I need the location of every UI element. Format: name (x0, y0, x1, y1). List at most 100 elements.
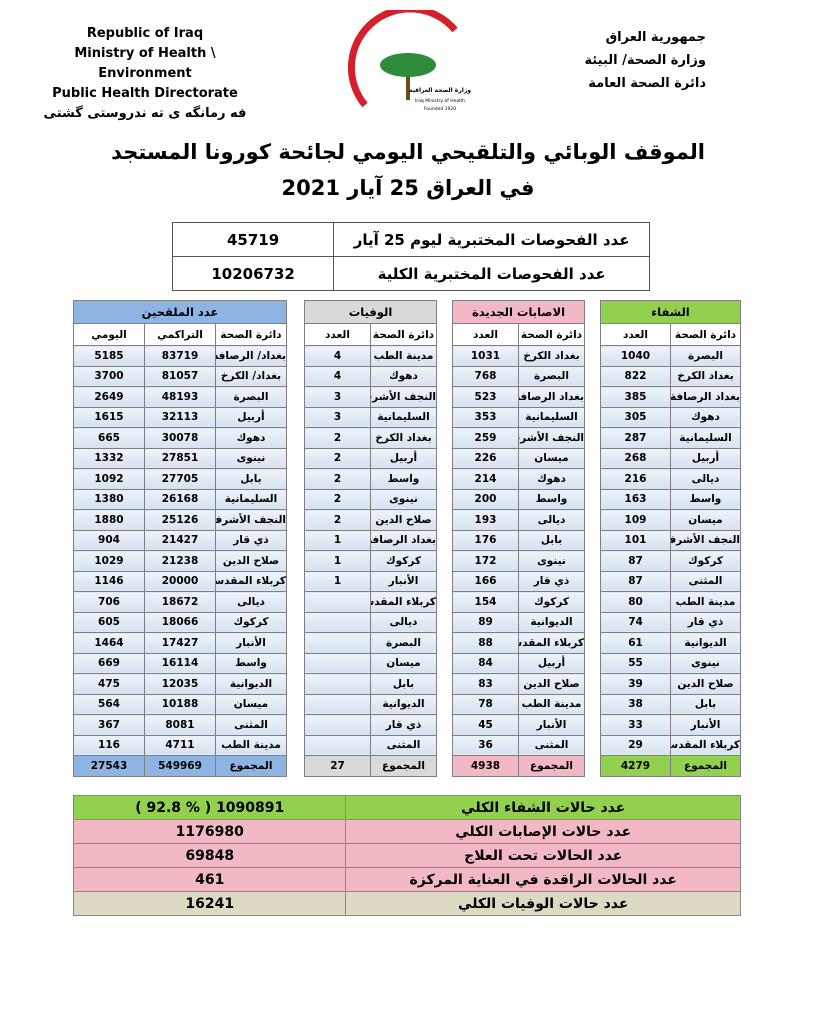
data-row: الأنبار 1 (304, 570, 437, 592)
cell: الأنبار (370, 570, 437, 592)
cell: 176 (452, 529, 519, 551)
cell: 367 (73, 714, 145, 736)
empty-cell (304, 714, 371, 736)
cell: صلاح الدين (370, 509, 437, 531)
data-row: الأنبار 33 (600, 714, 741, 736)
summary-table: عدد حالات الشفاء الكلي( 92.8 % ) 1090891… (72, 795, 741, 916)
cell: واسط (370, 468, 437, 490)
cell: بابل (215, 468, 287, 490)
table-title: الشفاء (600, 300, 741, 324)
cell: 1 (304, 529, 371, 551)
data-row: نينوى 55 (600, 652, 741, 674)
subtitle: في العراق 25 آيار 2021 (281, 176, 535, 200)
cell: الديوانية (670, 632, 741, 654)
empty-cell (304, 734, 371, 756)
cell: 2 (304, 447, 371, 469)
tests-value: 45719 (171, 222, 335, 257)
cell: بغداد الرصافة (370, 529, 437, 551)
cell: 18066 (144, 611, 216, 633)
cell: ديالى (518, 509, 585, 531)
cell: كركوك (518, 591, 585, 613)
cell: ذي قار (670, 611, 741, 633)
cell: كركوك (670, 550, 741, 572)
cell: المجموع (518, 755, 585, 777)
cell: 214 (452, 468, 519, 490)
cell: كربلاء المقدسة (518, 632, 585, 654)
cell: 109 (600, 509, 671, 531)
cell: 48193 (144, 386, 216, 408)
cell: 669 (73, 652, 145, 674)
cell: 2 (304, 468, 371, 490)
cell: 305 (600, 406, 671, 428)
column-row: دائرة الصحة العدد (452, 323, 585, 346)
data-row: الديوانية 12035 475 (73, 673, 287, 695)
cell: ديالى (370, 611, 437, 633)
data-row: بابل 176 (452, 529, 585, 551)
data-row: النجف الأشرف 101 (600, 529, 741, 551)
data-row: البصرة 48193 2649 (73, 386, 287, 408)
cell: 25126 (144, 509, 216, 531)
header-line: Public Health Directorate (52, 86, 238, 101)
data-row: صلاح الدين 21238 1029 (73, 550, 287, 572)
cell: 87 (600, 570, 671, 592)
summary-row: عدد الحالات تحت العلاج 69848 (72, 843, 741, 868)
column-header: التراكمي (144, 323, 216, 346)
cell: كركوك (215, 611, 287, 633)
data-row: بابل 27705 1092 (73, 468, 287, 490)
data-row: ديالى 216 (600, 468, 741, 490)
data-row: المثنى 8081 367 (73, 714, 287, 736)
data-row: واسط 163 (600, 488, 741, 510)
data-row: الأنبار 45 (452, 714, 585, 736)
cell: 8081 (144, 714, 216, 736)
data-row: صلاح الدين 39 (600, 673, 741, 695)
data-row: دهوك 30078 665 (73, 427, 287, 449)
cell: 3 (304, 386, 371, 408)
data-row: البصرة 1040 (600, 345, 741, 367)
cell: 3 (304, 406, 371, 428)
cell: الأنبار (215, 632, 287, 654)
cell: 2 (304, 427, 371, 449)
cell: 45 (452, 714, 519, 736)
summary-label: عدد الحالات الراقدة في العناية المركزة (345, 867, 741, 892)
cell: 166 (452, 570, 519, 592)
cell: المجموع (670, 755, 741, 777)
data-row: صلاح الدين 83 (452, 673, 585, 695)
logo-text: Iraq Ministry of Health (415, 98, 465, 104)
data-row: دهوك 4 (304, 365, 437, 387)
cell: 4279 (600, 755, 671, 777)
data-row: مدينة الطب 4 (304, 345, 437, 367)
cell: الديوانية (370, 693, 437, 715)
cell: واسط (518, 488, 585, 510)
header-row: الشفاء (600, 300, 741, 324)
header-line: جمهورية العراق (605, 30, 706, 45)
cell: 88 (452, 632, 519, 654)
cell: نينوى (215, 447, 287, 469)
cell: البصرة (518, 365, 585, 387)
data-row: بغداد الرصافة 1 (304, 529, 437, 551)
cell: البصرة (670, 345, 741, 367)
cell: كركوك (370, 550, 437, 572)
data-row: ميسان 10188 564 (73, 693, 287, 715)
data-row: كربلاء المقدسة (304, 591, 437, 613)
cell: 26168 (144, 488, 216, 510)
cell: نينوى (370, 488, 437, 510)
cell: ذي قار (215, 529, 287, 551)
cell: بابل (670, 693, 741, 715)
cell: 768 (452, 365, 519, 387)
data-row: بغداد/ الكرخ 81057 3700 (73, 365, 287, 387)
data-row: السليمانية 353 (452, 406, 585, 428)
total-row: المجموع 27 (304, 755, 437, 777)
data-row: واسط 200 (452, 488, 585, 510)
cell: نينوى (670, 652, 741, 674)
data-row: السليمانية 3 (304, 406, 437, 428)
data-row: ذي قار 166 (452, 570, 585, 592)
cell: 81057 (144, 365, 216, 387)
cell: 475 (73, 673, 145, 695)
data-row: واسط 16114 669 (73, 652, 287, 674)
data-row: كركوك 1 (304, 550, 437, 572)
cell: 2649 (73, 386, 145, 408)
column-row: دائرة الصحة التراكمي اليومي (73, 323, 287, 346)
cell: 163 (600, 488, 671, 510)
data-row: بغداد/ الرصافة 83719 5185 (73, 345, 287, 367)
cell: ديالى (670, 468, 741, 490)
